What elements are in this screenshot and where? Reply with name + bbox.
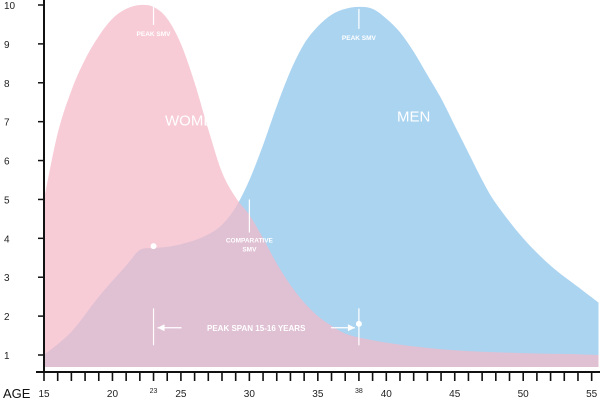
data-point-marker (150, 243, 157, 250)
y-tick-label: 5 (4, 195, 10, 206)
series-label-men: MEN (397, 109, 430, 126)
y-tick-label: 4 (4, 234, 10, 245)
peak-smv-label: PEAK SMV (342, 35, 377, 42)
series-area-women (44, 4, 599, 367)
y-tick-label: 3 (4, 273, 10, 284)
x-tick-label: 15 (38, 389, 50, 400)
y-tick-label: 1 (4, 351, 10, 362)
x-tick-label: 20 (107, 389, 119, 400)
x-tick-label: 38 (355, 388, 363, 395)
x-tick-label: 45 (449, 389, 461, 400)
comparative-smv-label-line: COMPARATIVE (226, 237, 274, 244)
area-layer (44, 4, 599, 368)
peak-smv-label: PEAK SMV (137, 31, 172, 38)
data-point-marker (355, 320, 362, 327)
x-tick-label: 23 (150, 388, 158, 395)
x-tick-label: 30 (244, 389, 256, 400)
comparative-smv-label: COMPARATIVE SMV (226, 237, 274, 253)
span-arrow-right-head (347, 324, 355, 332)
x-tick-label: 50 (518, 389, 530, 400)
comparative-smv-label-line: SMV (242, 246, 257, 253)
x-tick-label: 40 (381, 389, 393, 400)
x-tick-label: 55 (586, 389, 598, 400)
span-arrow-left-head (157, 324, 165, 332)
x-tick-label: 25 (175, 389, 187, 400)
peak-span-label: PEAK SPAN 15-16 YEARS (207, 324, 306, 333)
annotation-layer: WOMEN MEN PEAK SMV PEAK SMV COMPARATIVE SMV PE… (137, 5, 430, 346)
y-tick-label: 7 (4, 118, 10, 129)
x-axis-label: AGE (3, 386, 31, 401)
series-label-women: WOMEN (165, 113, 224, 130)
y-tick-label: 2 (4, 312, 10, 323)
y-tick-label: 9 (4, 40, 10, 51)
y-tick-label: 6 (4, 157, 10, 168)
x-tick-label: 35 (312, 389, 324, 400)
y-tick-label: 10 (4, 1, 16, 12)
y-tick-label: 8 (4, 79, 10, 90)
